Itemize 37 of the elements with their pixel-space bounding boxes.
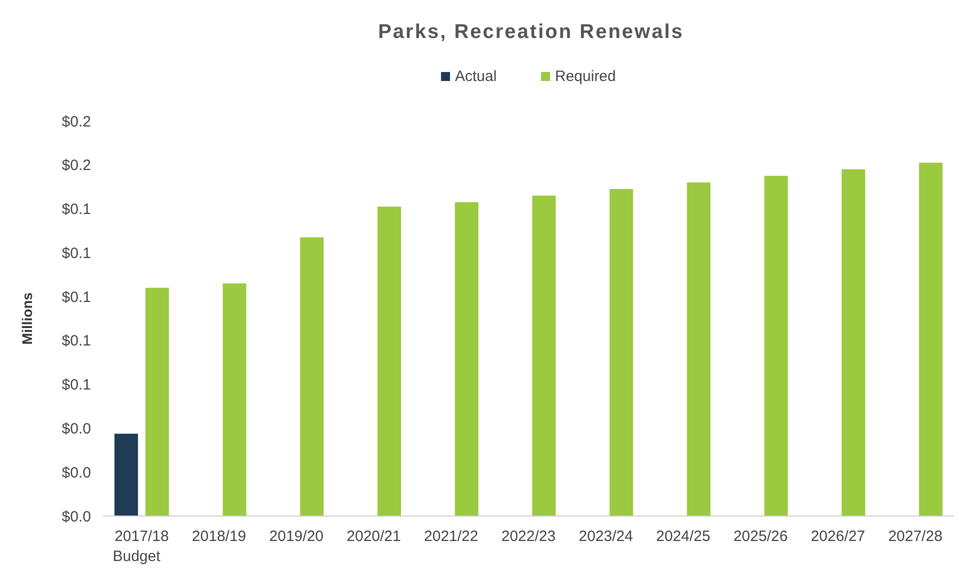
y-tick-label: $0.1 xyxy=(62,376,91,394)
bar xyxy=(610,189,634,516)
y-tick-label: $0.1 xyxy=(62,288,91,306)
x-tick-label: 2025/26 xyxy=(733,528,788,545)
legend-label: Actual xyxy=(455,68,497,85)
y-tick-label: $0.1 xyxy=(62,201,91,218)
bar xyxy=(114,434,138,516)
bar xyxy=(686,182,710,516)
bar xyxy=(454,202,478,516)
x-tick-label: 2027/28 xyxy=(888,528,942,545)
bar xyxy=(919,162,943,516)
x-tick-label: 2019/20 xyxy=(269,528,324,545)
x-tick-label: 2023/24 xyxy=(578,528,633,545)
y-axis-title: Millions xyxy=(19,292,35,345)
legend-label: Required xyxy=(555,68,616,85)
x-tick-label: 2026/27 xyxy=(810,528,866,545)
x-tick-label: 2017/18 Budget xyxy=(112,528,169,565)
x-tick-label: 2020/21 xyxy=(346,528,401,545)
bar xyxy=(300,237,324,516)
x-tick-label: 2021/22 xyxy=(424,528,478,545)
y-tick-label: $0.2 xyxy=(62,157,91,174)
y-tick-label: $0.1 xyxy=(62,332,91,350)
bar xyxy=(222,283,246,516)
x-tick-label: 2024/25 xyxy=(656,528,710,545)
y-tick-label: $0.0 xyxy=(62,420,91,438)
x-tick-label: 2022/23 xyxy=(501,528,556,545)
x-tick-label: 2018/19 xyxy=(192,528,246,545)
bar xyxy=(532,196,556,516)
y-tick-label: $0.0 xyxy=(62,464,91,482)
bar xyxy=(764,176,788,516)
bar xyxy=(842,169,866,516)
y-tick-label: $0.0 xyxy=(62,508,91,526)
bar xyxy=(145,288,169,516)
bar xyxy=(377,206,402,516)
y-tick-label: $0.2 xyxy=(62,113,91,130)
y-tick-label: $0.1 xyxy=(62,244,91,262)
chart-title: Parks, Recreation Renewals xyxy=(378,21,684,43)
